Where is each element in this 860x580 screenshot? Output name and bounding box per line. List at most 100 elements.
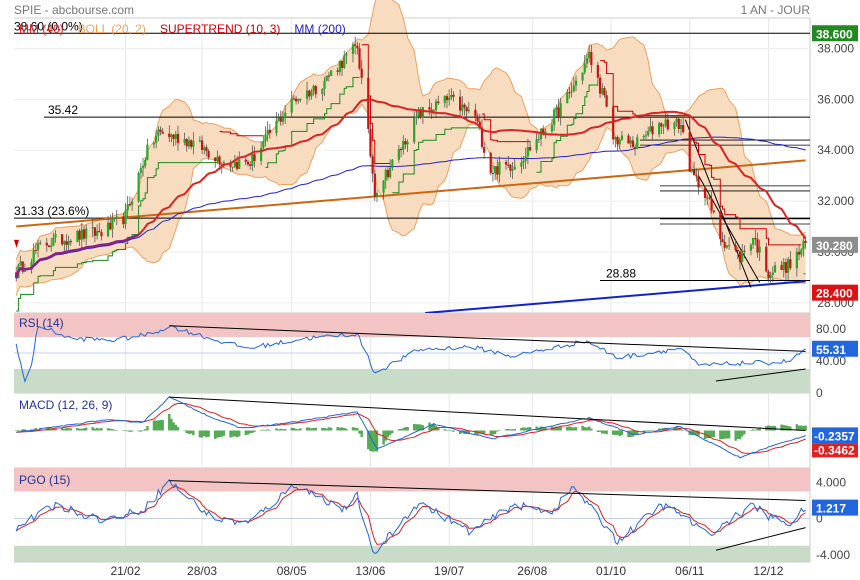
- candle-body: [682, 125, 685, 133]
- candle-body: [238, 159, 241, 169]
- candle-body: [771, 272, 774, 276]
- candle-body: [360, 68, 363, 78]
- candle-body: [21, 261, 24, 272]
- macd-histogram-bar: [734, 430, 737, 441]
- macd-histogram-bar: [478, 430, 481, 434]
- candle-body: [23, 269, 27, 272]
- macd-histogram-bar: [797, 425, 801, 431]
- candle-body: [91, 227, 94, 229]
- macd-histogram-bar: [570, 427, 573, 431]
- candle-body: [30, 262, 33, 270]
- macd-legend: MACD (12, 26, 9): [19, 398, 112, 412]
- macd-histogram-bar: [65, 427, 68, 431]
- candle-body: [34, 249, 37, 251]
- macd-histogram-bar: [253, 430, 256, 432]
- macd-histogram-bar: [614, 430, 617, 436]
- candle-body: [727, 245, 731, 247]
- candle-body: [483, 147, 486, 153]
- macd-histogram-bar: [141, 430, 145, 431]
- rsi-trendline: [715, 368, 806, 382]
- macd-histogram-bar: [283, 429, 287, 431]
- y-tick-label: 34.000: [817, 143, 854, 157]
- candle-body: [498, 161, 501, 175]
- mm200-line: [15, 136, 806, 279]
- candle-body: [430, 109, 433, 111]
- price-tag-label: 28.400: [816, 287, 853, 301]
- candle-body: [493, 166, 497, 174]
- macd-histogram-bar: [646, 430, 650, 431]
- macd-histogram-bar: [54, 428, 57, 431]
- mm40-line-start: [15, 233, 140, 279]
- macd-histogram-bar: [157, 420, 160, 431]
- oversold-zone: [14, 545, 810, 562]
- candle-body: [207, 151, 210, 158]
- candle-body: [323, 80, 326, 89]
- macd-histogram-bar: [235, 430, 239, 438]
- price-tag: [812, 284, 858, 301]
- macd-histogram-bar: [482, 430, 486, 435]
- macd-histogram-bar: [406, 426, 409, 431]
- macd-trendline: [169, 396, 806, 431]
- candle-body: [128, 204, 132, 206]
- legend-item: MM (200): [294, 22, 345, 36]
- candle-body: [588, 51, 591, 59]
- macd-histogram-bar: [417, 424, 420, 431]
- macd-histogram-bar: [353, 427, 357, 431]
- macd-histogram-bar: [277, 429, 280, 431]
- candle-body: [710, 198, 713, 211]
- candle-body: [741, 250, 744, 262]
- candle-body: [428, 107, 431, 110]
- candle-body: [612, 106, 615, 140]
- macd-histogram-bar: [666, 428, 670, 431]
- legend-item: BOLL (20, 2): [78, 22, 146, 36]
- macd-histogram-bar: [437, 427, 440, 431]
- macd-histogram-bar: [445, 430, 449, 431]
- candle-body: [249, 164, 252, 166]
- macd-histogram-bar: [246, 430, 250, 435]
- supertrend-line: [536, 84, 598, 173]
- macd-histogram-bar: [187, 430, 191, 434]
- candle-body: [568, 92, 571, 94]
- candle-body: [590, 51, 593, 65]
- candle-body: [67, 241, 70, 245]
- candle-body: [800, 249, 803, 255]
- legend-item: MM (40): [19, 22, 64, 36]
- macd-histogram-bar: [323, 427, 326, 431]
- candle-body: [190, 140, 193, 147]
- candle-body: [336, 70, 339, 72]
- candle-body: [627, 135, 630, 144]
- macd-histogram-bar: [509, 429, 512, 431]
- macd-histogram-bar: [697, 430, 700, 436]
- candle-body: [692, 169, 696, 176]
- candle-body: [275, 120, 278, 134]
- macd-histogram-bar: [572, 427, 576, 431]
- macd-histogram-bar: [603, 430, 606, 434]
- candle-body: [802, 240, 805, 250]
- candle-body: [631, 140, 634, 148]
- candle-body: [39, 242, 42, 244]
- macd-histogram-bar: [574, 427, 578, 431]
- macd-histogram-bar: [402, 428, 405, 431]
- candle-body: [310, 90, 313, 97]
- mm40-line: [137, 98, 807, 240]
- macd-histogram-bar: [45, 427, 49, 431]
- macd-histogram-bar: [220, 430, 223, 437]
- candle-body: [308, 90, 311, 97]
- macd-histogram-bar: [60, 427, 64, 431]
- candle-body: [389, 167, 392, 178]
- candle-body: [54, 234, 57, 238]
- candle-body: [450, 94, 453, 98]
- macd-histogram-bar: [544, 427, 547, 431]
- candle-body: [474, 109, 477, 118]
- macd-histogram-bar: [312, 427, 315, 431]
- y-tick-label: 0: [816, 386, 823, 400]
- candle-body: [629, 140, 632, 144]
- candle-body: [765, 246, 768, 272]
- macd-histogram-bar: [67, 428, 70, 431]
- macd-line: [16, 396, 806, 459]
- candle-body: [277, 118, 280, 121]
- macd-histogram-bar: [513, 428, 516, 431]
- x-tick-label: 12/12: [753, 564, 783, 578]
- y-tick-label: -4.000: [816, 548, 850, 562]
- candle-body: [743, 250, 746, 252]
